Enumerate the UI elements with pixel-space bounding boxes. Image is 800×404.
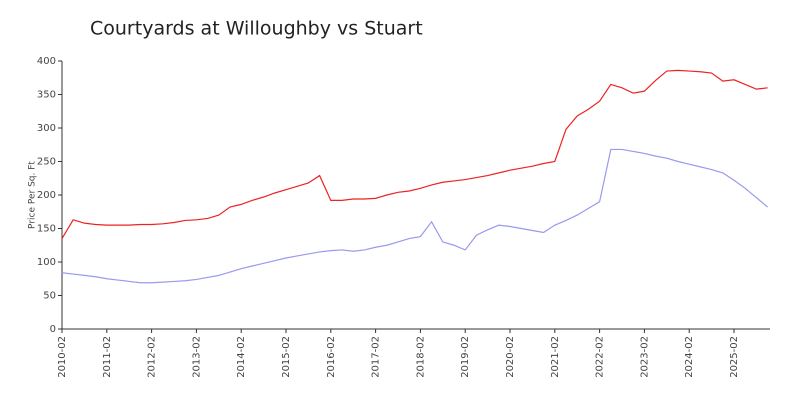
y-axis-label: Price Per Sq. Ft	[28, 161, 38, 229]
y-tick-label: 350	[37, 90, 56, 101]
y-tick-label: 400	[37, 56, 56, 67]
x-tick-label: 2024-02	[684, 336, 695, 378]
series-line	[61, 69, 768, 239]
x-tick-label: 2012-02	[147, 336, 158, 378]
y-tick-label: 250	[37, 157, 56, 168]
x-tick-label: 2020-02	[505, 336, 516, 378]
y-tick-label: 50	[43, 291, 56, 302]
y-tick-label: 150	[37, 224, 56, 235]
x-tick-label: 2015-02	[281, 336, 292, 378]
x-tick-label: 2022-02	[595, 336, 606, 378]
chart-title: Courtyards at Willoughby vs Stuart	[90, 18, 423, 40]
x-tick-label: 2010-02	[57, 336, 68, 378]
y-tick-label: 300	[37, 123, 56, 134]
x-tick-label: 2021-02	[550, 336, 561, 378]
x-tick-label: 2023-02	[639, 336, 650, 378]
x-tick-label: 2016-02	[326, 336, 337, 378]
x-tick-label: 2017-02	[371, 336, 382, 378]
x-tick-label: 2011-02	[102, 336, 113, 378]
x-tick-label: 2013-02	[191, 336, 202, 378]
x-tick-label: 2018-02	[415, 336, 426, 378]
x-tick-label: 2019-02	[460, 336, 471, 378]
x-tick-label: 2025-02	[729, 336, 740, 378]
y-tick-label: 100	[37, 257, 56, 268]
x-tick-label: 2014-02	[236, 336, 247, 378]
series-line	[61, 148, 768, 284]
y-tick-label: 0	[50, 324, 56, 335]
y-tick-label: 200	[37, 190, 56, 201]
